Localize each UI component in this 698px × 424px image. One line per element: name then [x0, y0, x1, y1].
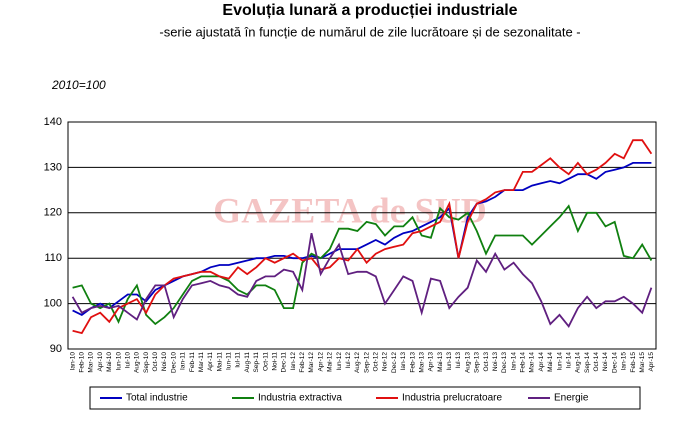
legend-box: [89, 386, 641, 410]
x-tick-label: Noi-10: [161, 352, 168, 372]
series-line: [71, 233, 653, 328]
x-tick-label: Feb-15: [630, 352, 637, 373]
x-tick-label: Sep-13: [474, 352, 481, 373]
legend-label: Energie: [554, 393, 589, 404]
x-tick-label: Feb-14: [520, 352, 527, 373]
y-tick-label: 110: [44, 252, 62, 264]
x-tick-label: Apr-12: [317, 352, 324, 372]
x-tick-label: Aug-13: [464, 352, 471, 373]
x-tick-label: Mar-14: [529, 352, 536, 373]
y-tick-label: 100: [44, 298, 62, 310]
x-tick-label: Mai-12: [327, 352, 334, 372]
plot-frame: [67, 121, 657, 350]
x-tick-label: Mai-11: [216, 352, 223, 372]
x-tick-label: Noi-12: [382, 352, 389, 372]
x-tick-label: Noi-14: [602, 352, 609, 372]
x-tick-label: Dec-13: [501, 352, 508, 373]
x-tick-label: Dec-14: [611, 352, 618, 373]
x-tick-label: Iul-10: [124, 352, 131, 369]
series-line: [72, 161, 652, 316]
x-tick-label: Iul-11: [235, 352, 242, 368]
y-tick-label: 90: [50, 343, 62, 355]
x-tick-label: Iul-13: [455, 352, 462, 369]
x-tick-label: Aug-11: [244, 352, 251, 373]
x-tick-label: Oct-11: [262, 352, 269, 371]
x-tick-label: Mar-10: [88, 352, 95, 373]
x-tick-label: Aug-10: [134, 352, 141, 373]
y-tick-label: 120: [44, 207, 62, 219]
x-tick-label: Ian-11: [180, 352, 187, 370]
x-tick-label: Noi-11: [271, 352, 278, 371]
x-tick-label: Noi-13: [492, 352, 499, 372]
x-tick-label: Aug-14: [575, 352, 582, 373]
x-tick-label: Iul-14: [565, 352, 572, 369]
legend-label: Industria extractiva: [258, 393, 342, 404]
x-tick-label: Ian-10: [69, 352, 76, 371]
x-tick-label: Feb-11: [189, 352, 196, 372]
x-tick-label: Feb-13: [409, 352, 416, 373]
chart-title: Evoluția lunară a producției industriale: [222, 2, 517, 19]
x-tick-label: Apr-14: [538, 352, 545, 372]
x-tick-label: Mar-12: [308, 352, 315, 373]
base-note: 2010=100: [51, 78, 106, 92]
x-tick-label: Sep-12: [363, 352, 370, 373]
x-tick-label: Ian-14: [510, 352, 517, 371]
x-tick-label: Ian-13: [400, 352, 407, 371]
series-line: [72, 139, 653, 335]
legend-label: Total industrie: [126, 393, 188, 404]
x-tick-label: Iun-11: [226, 352, 233, 370]
x-tick-label: Iun-12: [336, 352, 343, 371]
series-line: [72, 204, 653, 326]
x-tick-label: Mai-14: [547, 352, 554, 372]
legend-label: Industria prelucratoare: [402, 393, 502, 404]
x-tick-label: Dec-12: [391, 352, 398, 373]
x-tick-label: Iun-13: [446, 352, 453, 371]
x-tick-label: Oct-13: [483, 352, 490, 372]
x-tick-label: Sep-14: [584, 352, 591, 373]
x-tick-label: Mai-10: [106, 352, 113, 372]
x-tick-label: Mar-13: [418, 352, 425, 373]
x-tick-label: Apr-11: [207, 352, 214, 371]
x-tick-label: Dec-10: [170, 352, 177, 373]
y-tick-label: 130: [44, 161, 62, 173]
x-tick-label: Sep-10: [143, 352, 150, 373]
x-tick-label: Mar-15: [639, 352, 646, 373]
x-tick-label: Apr-10: [97, 352, 104, 372]
chart-subtitle: -serie ajustată în funcție de numărul de…: [159, 24, 580, 39]
x-tick-label: Iun-14: [556, 352, 563, 371]
x-tick-label: Feb-12: [299, 352, 306, 373]
x-tick-label: Ian-12: [290, 352, 297, 371]
x-tick-label: Iun-10: [115, 352, 122, 371]
x-tick-label: Mar-11: [198, 352, 205, 372]
x-tick-label: Oct-10: [152, 352, 159, 372]
x-tick-label: Apr-15: [648, 352, 655, 372]
x-tick-label: Aug-12: [354, 352, 361, 373]
x-tick-label: Oct-12: [373, 352, 380, 372]
x-tick-label: Apr-13: [428, 352, 435, 372]
x-tick-label: Dec-11: [281, 352, 288, 373]
x-tick-label: Feb-10: [79, 352, 86, 373]
x-tick-label: Sep-11: [253, 352, 260, 373]
x-tick-label: Mai-13: [437, 352, 444, 372]
x-tick-label: Ian-15: [621, 352, 628, 371]
y-tick-label: 140: [44, 116, 62, 128]
x-tick-label: Iul-12: [345, 352, 352, 369]
x-tick-label: Oct-14: [593, 352, 600, 372]
